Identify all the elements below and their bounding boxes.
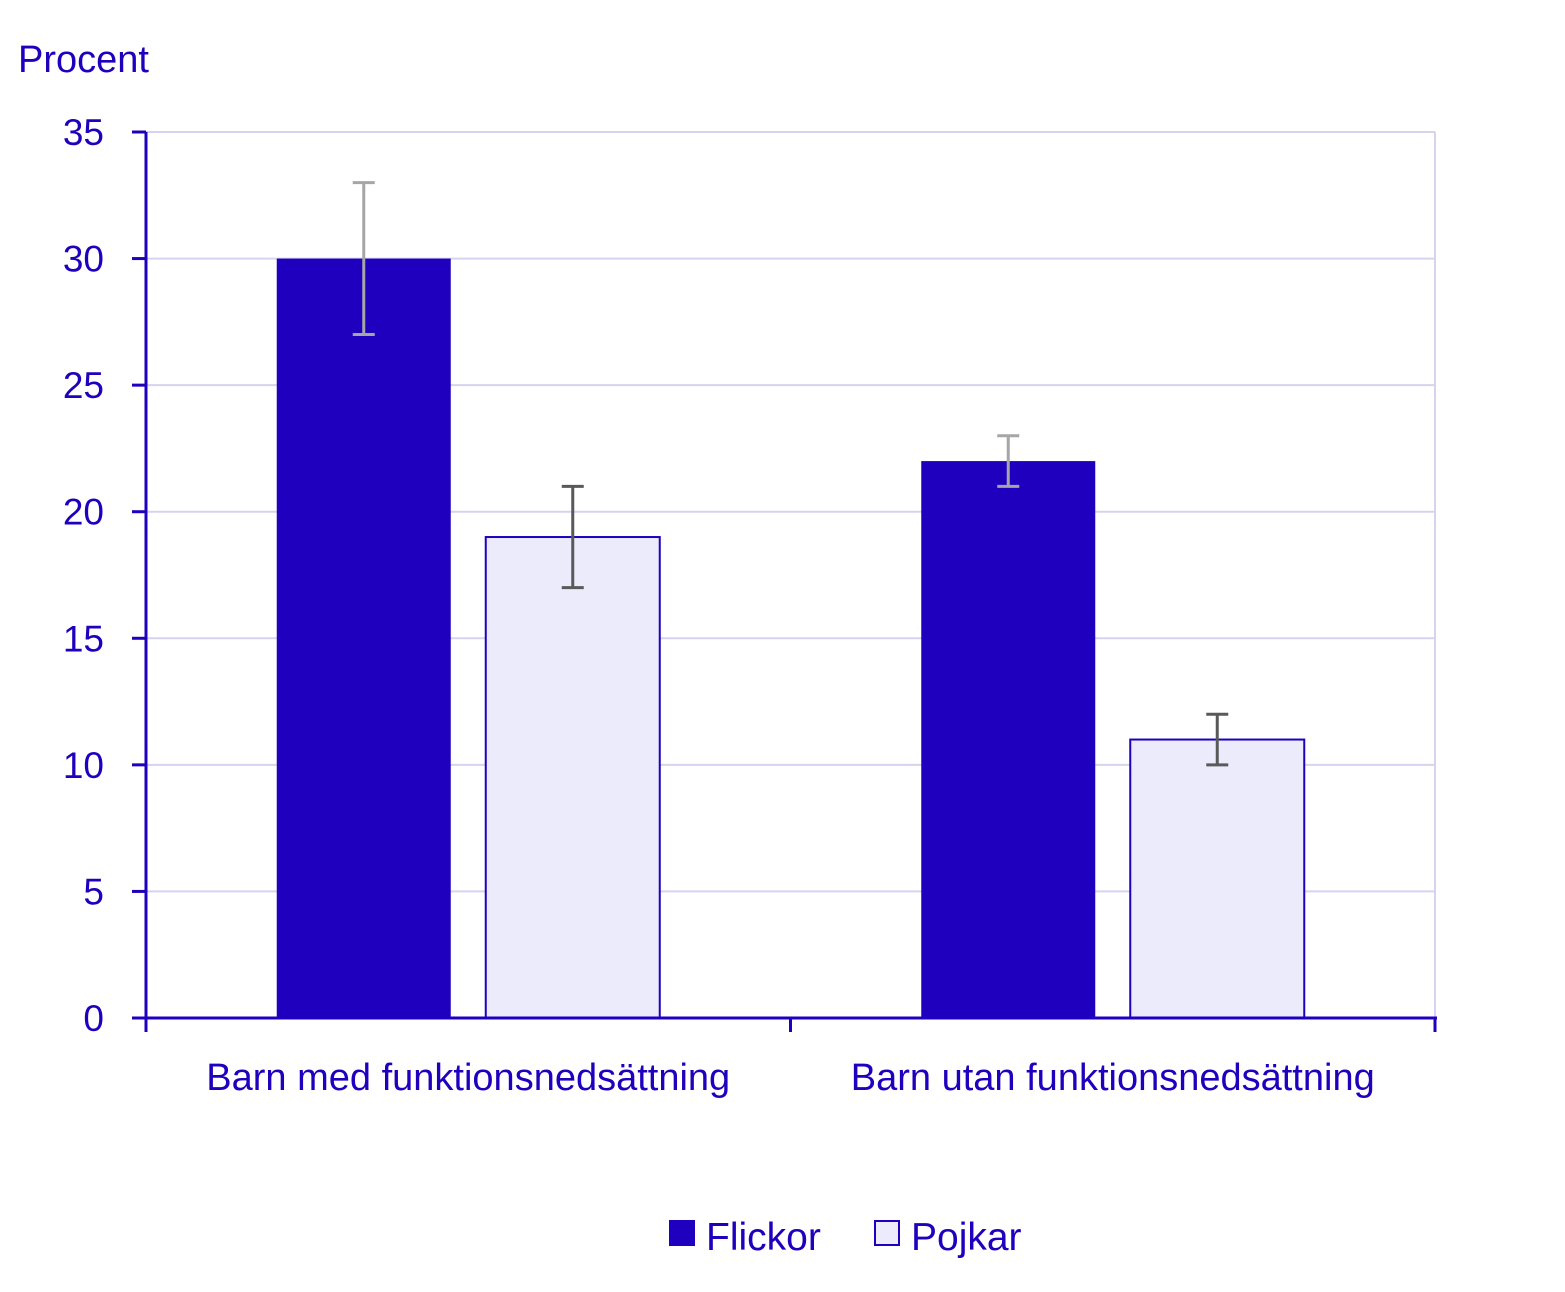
y-axis-title: Procent (18, 39, 149, 81)
error-bars (352, 181, 1229, 767)
y-tick-label: 20 (63, 492, 104, 533)
x-tick-label: Barn utan funktionsnedsättning (851, 1057, 1375, 1099)
y-tick-label: 5 (83, 871, 104, 912)
legend-label: Pojkar (911, 1216, 1022, 1259)
x-tick-label: Barn med funktionsnedsättning (206, 1057, 730, 1099)
bar-pojkar (1129, 738, 1306, 1019)
x-axis-labels: Barn med funktionsnedsättning Barn utan f… (206, 1057, 1374, 1099)
legend-label: Flickor (706, 1216, 821, 1259)
y-tick-label: 25 (63, 365, 104, 406)
bar-flickor (276, 258, 451, 1019)
bars (276, 258, 1306, 1019)
y-tick-label: 15 (63, 618, 104, 659)
legend-swatch-flickor (669, 1220, 695, 1246)
y-axis-ticks: 0 5 10 15 20 25 30 35 (63, 112, 146, 1039)
y-tick-label: 10 (63, 745, 104, 786)
axes (144, 132, 1437, 1032)
bar-pojkar (484, 536, 661, 1019)
y-tick-label: 30 (63, 239, 104, 280)
y-tick-label: 0 (83, 998, 104, 1039)
legend: Flickor Pojkar (669, 1216, 1022, 1259)
bar-flickor (921, 461, 1096, 1019)
legend-swatch-pojkar (874, 1220, 900, 1246)
y-tick-label: 35 (63, 112, 104, 153)
